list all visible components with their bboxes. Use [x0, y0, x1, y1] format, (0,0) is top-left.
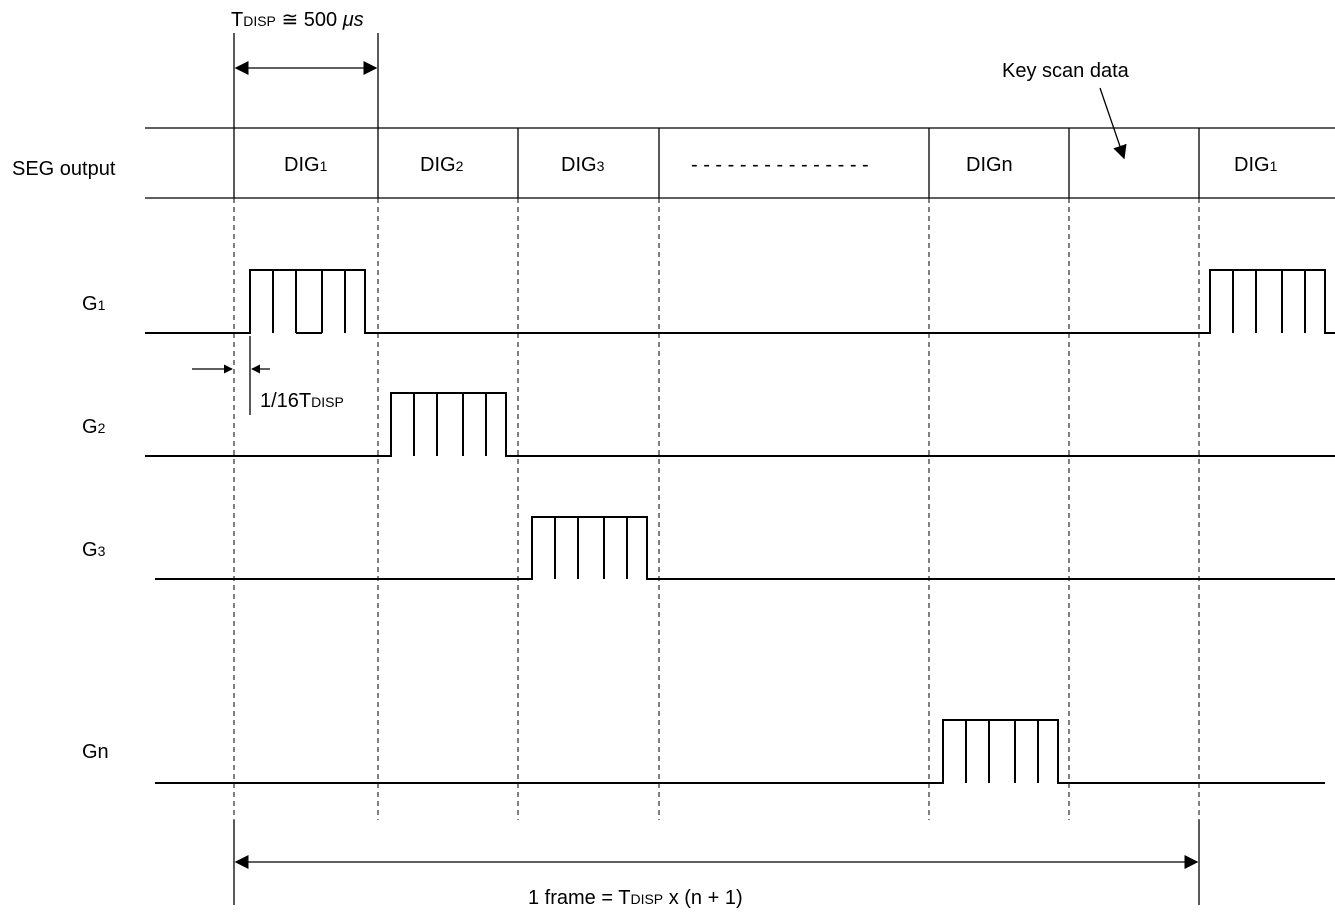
key-scan-label: Key scan data: [1002, 60, 1130, 82]
key-scan-pointer: [1099, 87, 1127, 160]
grid-label-g3: G3: [82, 539, 106, 561]
grid-label-gn: Gn: [82, 741, 109, 763]
fraction-label: 1/16TDISP: [260, 390, 344, 412]
waveform-g3: [155, 516, 1335, 580]
seg-cell-dig3: DIG3: [561, 154, 605, 176]
waveform-g2: [145, 392, 1335, 457]
grid-label-g2: G2: [82, 416, 106, 438]
grid-label-g1: G1: [82, 293, 106, 315]
timing-guides: [233, 198, 1200, 820]
seg-cell-dig1-next: DIG1: [1234, 154, 1278, 176]
seg-cell-dots: - - - - - - - - - - - - - - -: [691, 154, 869, 176]
seg-output-label: SEG output: [12, 158, 116, 180]
seg-cell-dign: DIGn: [966, 154, 1013, 176]
seg-cell-dig2: DIG2: [420, 154, 464, 176]
seg-output-band: [145, 127, 1335, 199]
fraction-annotation: [192, 336, 270, 415]
waveform-gn: [155, 719, 1325, 784]
frame-label: 1 frame = TDISP x (n + 1): [528, 887, 743, 909]
waveform-g1: [145, 269, 1335, 334]
frame-annotation: [233, 820, 1200, 905]
seg-cell-dig1: DIG1: [284, 154, 328, 176]
tdisp-label: TDISP ≅ 500 μs: [231, 9, 364, 31]
